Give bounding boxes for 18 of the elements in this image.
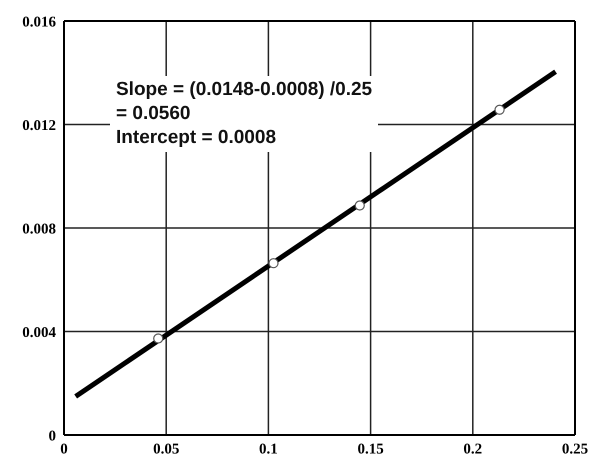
y-tick-label: 0: [48, 428, 56, 444]
point: [354, 200, 365, 211]
x-tick-label: 0.05: [153, 442, 180, 458]
point: [268, 258, 279, 268]
x-tick-label: 0.15: [357, 442, 384, 458]
x-tick-label: 0.1: [259, 442, 278, 458]
y-tick-label: 0.016: [22, 14, 56, 30]
annotation: Slope = (0.0148-0.0008) /0.25: [116, 78, 372, 102]
x-tick-label: 0: [60, 442, 68, 458]
point: [153, 333, 164, 344]
y-tick-label: 0.008: [22, 221, 56, 238]
annotation: = 0.0560: [116, 102, 192, 126]
annotation: Intercept = 0.0008: [116, 126, 278, 150]
point: [494, 104, 505, 115]
x-tick-label: 0.25: [562, 442, 588, 458]
y-tick-label: 0.012: [22, 118, 56, 134]
x-tick-label: 0.2: [463, 442, 482, 458]
y-tick-label: 0.004: [22, 324, 56, 341]
